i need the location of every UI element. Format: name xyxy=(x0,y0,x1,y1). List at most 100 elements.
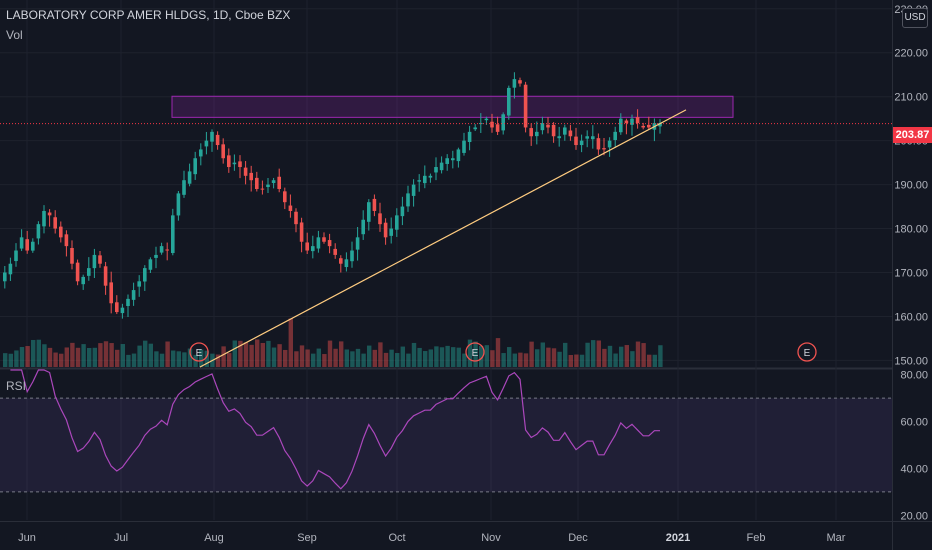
candle-body xyxy=(406,193,410,207)
candle-body xyxy=(372,198,377,211)
candle-body xyxy=(243,167,248,176)
candle-body xyxy=(518,80,522,84)
candle-body xyxy=(176,193,181,216)
volume-bar xyxy=(255,339,260,367)
volume-bar xyxy=(563,342,568,367)
earnings-letter: E xyxy=(472,348,479,359)
volume-bar xyxy=(260,342,265,367)
volume-bar xyxy=(619,346,624,367)
candle-body xyxy=(551,124,556,137)
candle-body xyxy=(613,131,617,141)
currency-button[interactable]: USD xyxy=(902,8,928,28)
earnings-marker: E xyxy=(797,342,817,362)
candle-body xyxy=(59,226,63,238)
candle-body xyxy=(339,258,343,264)
trendline[interactable] xyxy=(199,109,687,368)
candle-body xyxy=(417,180,421,182)
rsi-tick-label: 20.00 xyxy=(900,510,928,522)
volume-bar xyxy=(294,351,299,367)
rsi-pane xyxy=(0,369,892,493)
rsi-label: RSI xyxy=(6,379,27,393)
volume-bar xyxy=(75,347,81,367)
candle-body xyxy=(579,140,584,146)
volume-bar xyxy=(53,352,58,367)
volume-bar xyxy=(182,352,187,367)
candle-body xyxy=(204,140,209,147)
candle-body xyxy=(635,117,640,124)
candle-body xyxy=(14,250,18,262)
volume-bar xyxy=(372,349,377,367)
candle-body xyxy=(557,136,561,139)
candle-body xyxy=(109,282,113,304)
candle-body xyxy=(103,266,108,286)
volume-bar xyxy=(585,342,590,367)
candle-body xyxy=(159,246,164,253)
volume-bar xyxy=(8,353,13,367)
candle-body xyxy=(316,237,321,249)
candle-body xyxy=(434,167,438,173)
volume-bar xyxy=(389,349,394,367)
volume-bar xyxy=(47,347,53,367)
volume-bar xyxy=(355,348,361,367)
volume-bar xyxy=(227,353,232,367)
volume-bar xyxy=(456,347,461,367)
price-tick-label: 190.00 xyxy=(894,180,928,192)
time-tick-label: Jun xyxy=(18,532,36,544)
candle-body xyxy=(619,118,623,133)
volume-bar xyxy=(411,342,417,367)
resistance-zone[interactable] xyxy=(171,95,734,118)
candle-body xyxy=(137,281,141,287)
candle-body xyxy=(92,254,97,269)
candle-body xyxy=(389,228,393,236)
volume-bar xyxy=(507,347,512,367)
volume-bar xyxy=(417,347,422,367)
volume-bar xyxy=(462,353,467,367)
volume-bar xyxy=(613,353,618,367)
candle-body xyxy=(294,211,298,225)
volume-bar xyxy=(591,340,596,367)
volume-bar xyxy=(579,354,585,367)
candle-body xyxy=(439,162,444,171)
volume-bar xyxy=(154,351,159,367)
volume-bar xyxy=(70,342,75,367)
candle-body xyxy=(42,210,46,227)
candle-body xyxy=(630,118,634,125)
earnings-circle xyxy=(797,342,817,362)
volume-bar xyxy=(14,350,19,367)
candle-body xyxy=(87,268,91,276)
candle-body xyxy=(81,276,85,285)
volume-bar xyxy=(81,344,86,367)
volume-bar xyxy=(165,341,170,367)
time-axis[interactable]: Jun Jul Aug Sep Oct Nov Dec 2021 Feb Mar xyxy=(18,532,846,544)
earnings-letter: E xyxy=(196,348,203,359)
earnings-circle xyxy=(189,342,209,362)
volume-bar xyxy=(344,349,349,367)
candle-body xyxy=(255,177,259,189)
volume-bar xyxy=(551,348,557,367)
price-axis[interactable]: 150.00160.00170.00180.00190.00200.00210.… xyxy=(894,4,928,523)
earnings-marker: E xyxy=(189,342,209,362)
rsi-tick-label: 60.00 xyxy=(900,417,928,429)
last-price-tag: 203.87 xyxy=(893,127,932,143)
trendline-segment xyxy=(199,109,687,368)
volume-bar xyxy=(428,349,433,367)
earnings-circle xyxy=(465,342,485,362)
volume-bar xyxy=(283,349,288,367)
candle-body xyxy=(607,140,612,148)
candle-body xyxy=(154,254,158,258)
time-tick-label: 2021 xyxy=(666,532,690,544)
volume-bar xyxy=(31,339,36,367)
candle-body xyxy=(333,248,337,255)
volume-bar xyxy=(484,345,489,367)
candle-body xyxy=(126,298,130,306)
volume-bar xyxy=(109,343,114,367)
candle-body xyxy=(98,255,102,264)
volume-bar xyxy=(658,345,663,367)
volume-bar xyxy=(36,339,41,367)
candle-body xyxy=(227,155,231,168)
candle-body xyxy=(260,188,265,190)
time-tick-label: Aug xyxy=(204,532,224,544)
